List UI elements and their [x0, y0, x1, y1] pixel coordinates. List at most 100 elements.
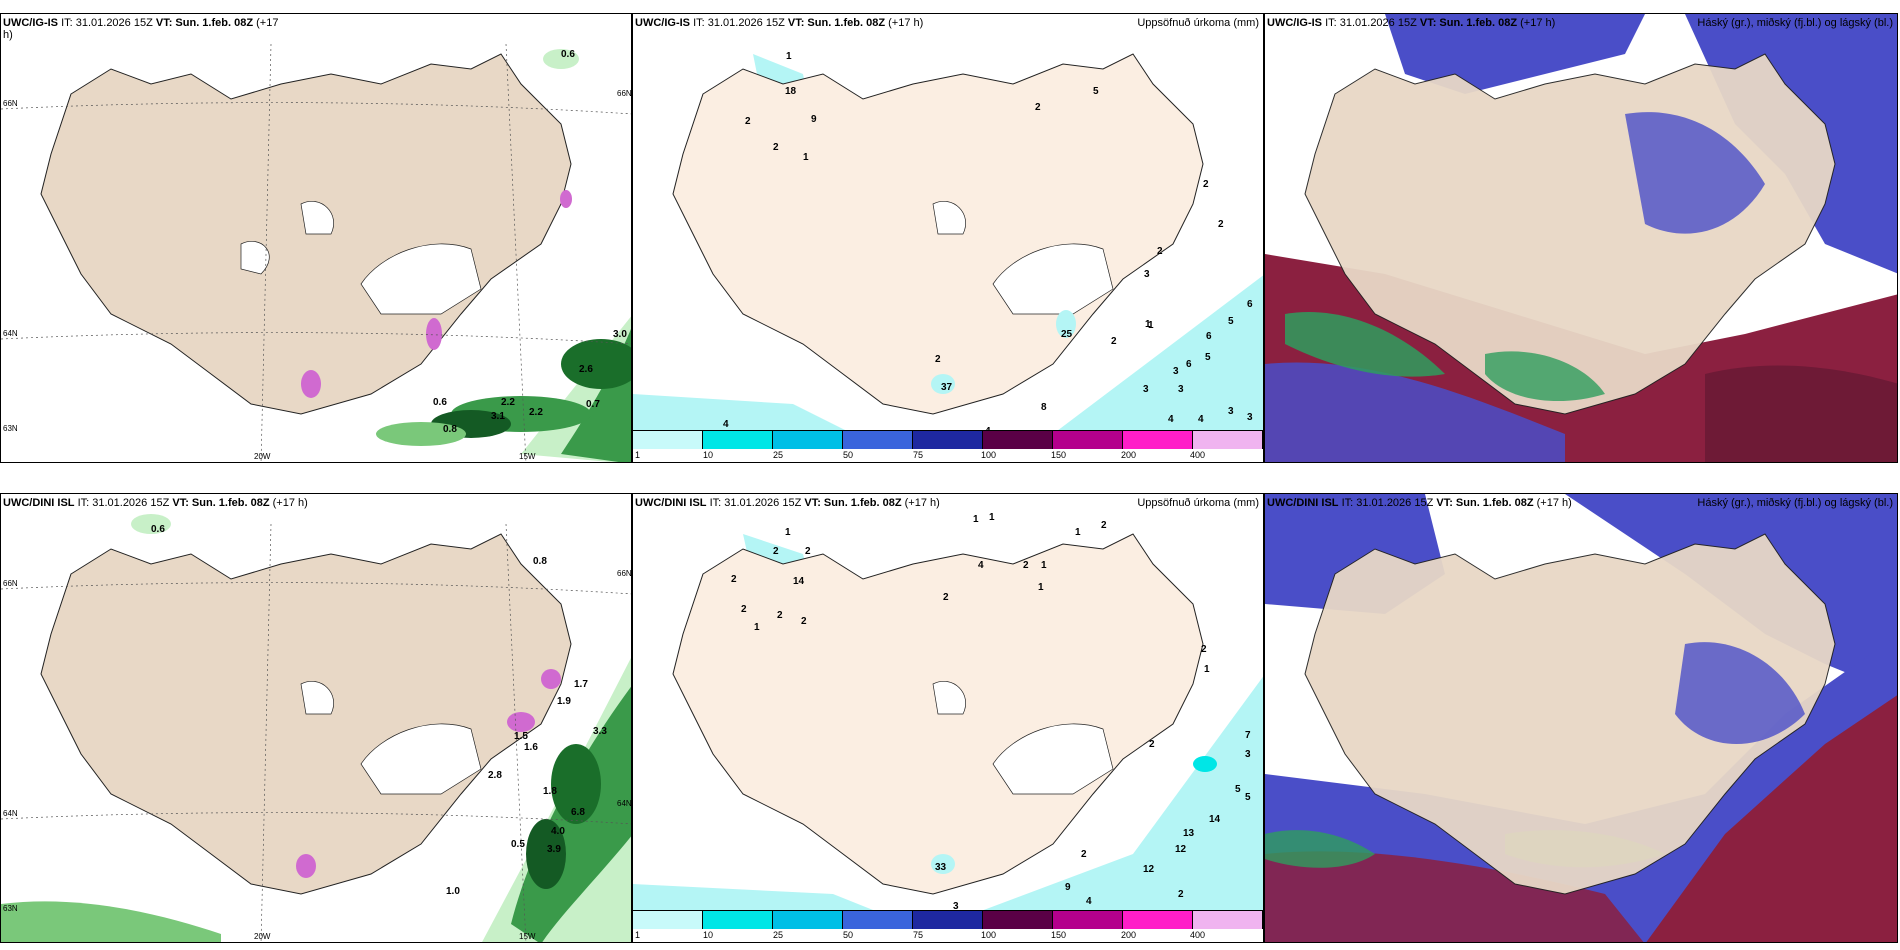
colorbar-swatch: [1123, 911, 1193, 929]
lat-label: 63N: [3, 904, 18, 913]
valid-time: VT: Sun. 1.feb. 08Z: [787, 17, 886, 29]
precip-label: 3: [1173, 366, 1179, 377]
precip-label: 1: [1038, 582, 1044, 593]
precip-label: 1: [1041, 560, 1047, 571]
precip-label: 6: [1186, 359, 1192, 370]
panel-header: UWC/DINI ISL IT: 31.01.2026 15Z VT: Sun.…: [635, 497, 940, 509]
panel-title: Háský (gr.), miðský (fj.bl.) og lágský (…: [1697, 497, 1893, 509]
precip-label: 4: [723, 419, 729, 430]
lat-label: 64N: [3, 329, 18, 338]
precip-label: 9: [1065, 882, 1071, 893]
colorbar-swatch: [913, 911, 983, 929]
precip-label: 3: [1178, 384, 1184, 395]
precip-label: 3: [1247, 412, 1253, 423]
model-name: UWC/DINI ISL: [635, 497, 707, 509]
precip-label: 2: [943, 592, 949, 603]
colorbar-tick: 25: [773, 450, 784, 460]
precip-label: 2: [1035, 102, 1041, 113]
colorbar-swatch: [1193, 431, 1263, 449]
panel-top-right: UWC/IG-IS IT: 31.01.2026 15Z VT: Sun. 1.…: [1264, 13, 1898, 463]
precip-label: 1: [1148, 320, 1154, 331]
map-top-middle: [633, 14, 1263, 462]
precip-label: 13: [1183, 828, 1195, 839]
colorbar-swatch: [1193, 911, 1263, 929]
colorbar-swatch: [983, 431, 1053, 449]
contour-label: 3.0: [613, 329, 627, 340]
contour-label: 4.0: [551, 826, 565, 837]
precip-label: 14: [1209, 814, 1221, 825]
lon-label: 20W: [254, 452, 271, 461]
contour-label: 0.5: [511, 839, 525, 850]
contour-label: 0.8: [533, 556, 547, 567]
valid-time: VT: Sun. 1.feb. 08Z: [172, 497, 270, 509]
lon-label: 15W: [519, 932, 536, 941]
colorbar-swatches: [633, 430, 1263, 449]
contour-label: 0.8: [443, 424, 457, 435]
precip-label: 8: [1041, 402, 1047, 413]
panel-header: UWC/IG-IS IT: 31.01.2026 15Z VT: Sun. 1.…: [635, 17, 923, 29]
precip-label: 1: [785, 527, 791, 538]
precip-label: 2: [773, 546, 779, 557]
precip-label: 2: [805, 546, 811, 557]
contour-label: 2.2: [501, 397, 515, 408]
lat-label: 66N: [3, 99, 18, 108]
precip-label: 3: [1143, 384, 1149, 395]
colorbar-tick: 50: [843, 930, 854, 940]
colorbar-tick: 150: [1051, 450, 1067, 460]
contour-label: 0.7: [586, 399, 600, 410]
map-bottom-middle: [633, 494, 1263, 942]
colorbar-swatch: [1053, 431, 1123, 449]
contour-label: 1.8: [543, 786, 557, 797]
precip-label: 14: [793, 576, 805, 587]
precip-label: 5: [1205, 352, 1211, 363]
colorbar-swatch: [1123, 431, 1193, 449]
precip-label: 2: [745, 116, 751, 127]
model-name: UWC/IG-IS: [635, 17, 690, 29]
colorbar-swatch: [843, 911, 913, 929]
panel-top-left: UWC/IG-IS IT: 31.01.2026 15Z VT: Sun. 1.…: [0, 13, 632, 463]
lat-label: 66N: [3, 579, 18, 588]
valid-time: VT: Sun. 1.feb. 08Z: [1436, 497, 1534, 509]
precip-label: 2: [1023, 560, 1029, 571]
lon-label: 20W: [254, 932, 271, 941]
panel-bottom-middle: UWC/DINI ISL IT: 31.01.2026 15Z VT: Sun.…: [632, 493, 1264, 943]
contour-label: 2.2: [529, 407, 543, 418]
colorbar-tick: 75: [913, 450, 924, 460]
precip-label: 1: [973, 514, 979, 525]
colorbar-tick: 10: [703, 930, 714, 940]
colorbar-swatch: [703, 431, 773, 449]
valid-time: VT: Sun. 1.feb. 08Z: [155, 17, 254, 29]
colorbar-swatch: [913, 431, 983, 449]
precip-label: 5: [1235, 784, 1241, 795]
precip-label: 4: [1086, 896, 1092, 907]
precip-label: 2: [801, 616, 807, 627]
lat-label: 63N: [3, 424, 18, 433]
precip-label: 12: [1143, 864, 1155, 875]
colorbar-tick: 1: [635, 450, 641, 460]
precip-label: 9: [811, 114, 817, 125]
colorbar-tick: 1: [635, 930, 641, 940]
precip-label: 2: [1149, 739, 1155, 750]
precip-label: 2: [1157, 246, 1163, 257]
panel-header: UWC/DINI ISL IT: 31.01.2026 15Z VT: Sun.…: [1267, 497, 1572, 509]
colorbar-swatch: [633, 911, 703, 929]
colorbar-tick: 400: [1190, 450, 1206, 460]
contour-label: 1.9: [557, 696, 571, 707]
colorbar-tick: 75: [913, 930, 924, 940]
lead-time: (+17 h): [904, 497, 940, 509]
contour-label: 3.1: [491, 411, 505, 422]
colorbar-swatch: [703, 911, 773, 929]
colorbar-swatch: [773, 431, 843, 449]
precip-label: 2: [741, 604, 747, 615]
precip-label: 1: [803, 152, 809, 163]
precip-label: 1: [786, 51, 792, 62]
contour-label: 0.6: [561, 49, 575, 60]
precip-label: 2: [777, 610, 783, 621]
colorbar-tick: 10: [703, 450, 714, 460]
precip-label: 25: [1061, 329, 1073, 340]
panel-bottom-right: UWC/DINI ISL IT: 31.01.2026 15Z VT: Sun.…: [1264, 493, 1898, 943]
valid-time: VT: Sun. 1.feb. 08Z: [1419, 17, 1518, 29]
precip-label: 4: [978, 560, 984, 571]
colorbar-swatch: [773, 911, 843, 929]
precip-label: 2: [773, 142, 779, 153]
